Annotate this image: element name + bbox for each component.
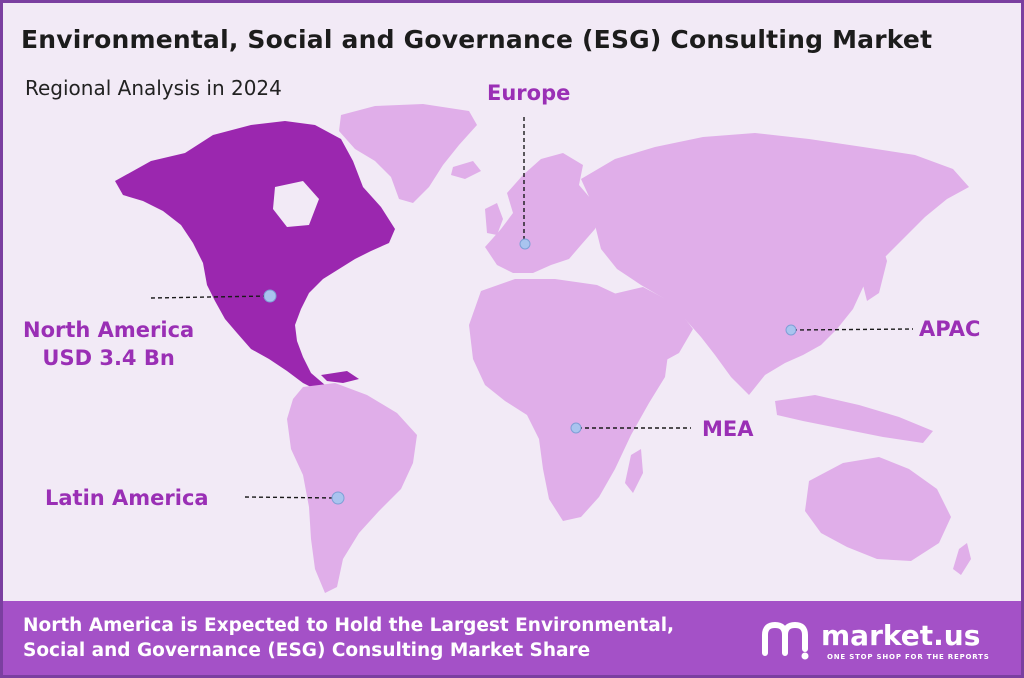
- north-america-name: North America: [23, 318, 195, 342]
- north-america-label: North America USD 3.4 Bn: [23, 316, 194, 372]
- europe-shape: [485, 153, 603, 273]
- footer-statement: North America is Expected to Hold the La…: [23, 613, 743, 663]
- north-america-shape: [115, 121, 395, 391]
- new-zealand-shape: [953, 543, 971, 575]
- hudson-bay-water: [273, 181, 319, 227]
- logo-tagline: ONE STOP SHOP FOR THE REPORTS: [827, 653, 990, 661]
- north-america-marker: [263, 289, 277, 303]
- iceland-shape: [451, 161, 481, 179]
- asia-shape: [581, 133, 969, 395]
- market-us-logo: market.us ONE STOP SHOP FOR THE REPORTS: [761, 617, 1011, 667]
- africa-shape: [469, 279, 669, 521]
- japan-shape: [863, 241, 887, 301]
- australia-shape: [805, 457, 951, 561]
- latin-america-label: Latin America: [45, 486, 209, 510]
- madagascar-shape: [625, 449, 643, 493]
- europe-marker: [519, 238, 531, 250]
- footer-line-1: North America is Expected to Hold the La…: [23, 615, 675, 636]
- southeast-asia-islands-shape: [775, 395, 933, 443]
- greenland-shape: [339, 104, 477, 203]
- middle-east-shape: [609, 287, 693, 365]
- apac-leader: [792, 328, 914, 331]
- latin-america-shape: [287, 383, 417, 593]
- latin-america-marker: [331, 491, 345, 505]
- apac-marker: [785, 324, 797, 336]
- mea-label: MEA: [702, 417, 754, 441]
- mea-marker: [570, 422, 582, 434]
- page-title: Environmental, Social and Governance (ES…: [21, 25, 933, 54]
- footer-banner: North America is Expected to Hold the La…: [3, 601, 1021, 675]
- footer-line-2: Social and Governance (ESG) Consulting M…: [23, 640, 591, 661]
- uk-shape: [485, 203, 503, 235]
- page-subtitle: Regional Analysis in 2024: [25, 76, 282, 100]
- caribbean-islands-shape: [321, 371, 359, 383]
- logo-wordmark: market.us: [821, 619, 981, 652]
- latin-america-leader: [244, 496, 338, 499]
- apac-label: APAC: [919, 317, 981, 341]
- europe-label: Europe: [487, 81, 571, 105]
- logo-mark-icon: [762, 621, 809, 660]
- north-america-value: USD 3.4 Bn: [42, 346, 175, 370]
- world-map: [115, 104, 971, 593]
- north-america-leader: [150, 295, 270, 299]
